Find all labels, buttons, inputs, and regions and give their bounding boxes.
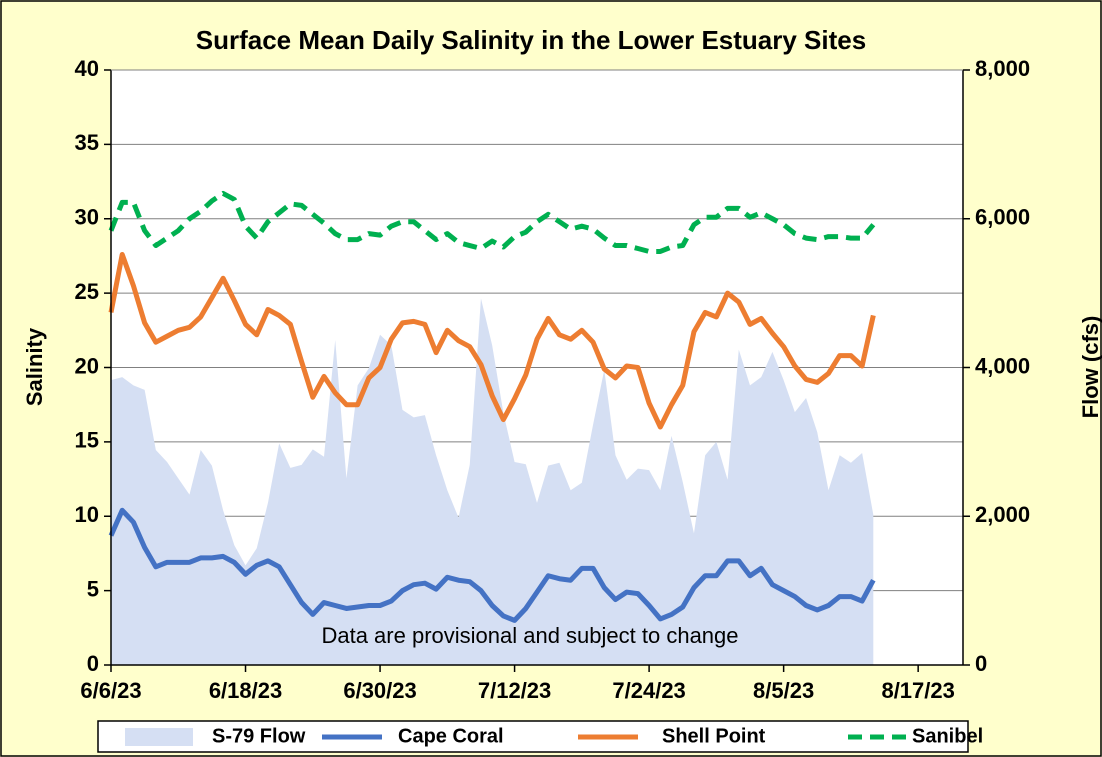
x-tick-label: 6/6/23 bbox=[80, 678, 141, 703]
chart-title: Surface Mean Daily Salinity in the Lower… bbox=[196, 25, 866, 55]
y-tick-label: 35 bbox=[75, 130, 99, 155]
y-tick-label: 10 bbox=[75, 502, 99, 527]
y-tick-label: 25 bbox=[75, 279, 99, 304]
y-tick-label: 20 bbox=[75, 353, 99, 378]
series-line bbox=[108, 190, 876, 254]
y2-tick-label: 2,000 bbox=[975, 502, 1030, 527]
flow-area bbox=[111, 298, 874, 665]
legend bbox=[97, 720, 969, 753]
y2-tick-label: 0 bbox=[975, 651, 987, 676]
annotation: Data are provisional and subject to chan… bbox=[321, 623, 738, 648]
y-axis-label: Salinity bbox=[22, 327, 47, 406]
legend-label: Shell Point bbox=[662, 725, 766, 747]
y-tick-label: 15 bbox=[75, 428, 99, 453]
x-tick-label: 6/30/23 bbox=[343, 678, 416, 703]
x-tick-label: 6/18/23 bbox=[209, 678, 282, 703]
x-tick-label: 7/24/23 bbox=[612, 678, 685, 703]
y-tick-label: 40 bbox=[75, 56, 99, 81]
legend-label: Sanibel bbox=[912, 725, 983, 747]
x-tick-label: 8/5/23 bbox=[753, 678, 814, 703]
y2-tick-label: 8,000 bbox=[975, 56, 1030, 81]
y-tick-label: 5 bbox=[87, 576, 99, 601]
series-line bbox=[108, 251, 876, 430]
legend-label: Cape Coral bbox=[398, 725, 504, 747]
legend-label: S-79 Flow bbox=[212, 725, 306, 747]
legend-swatch bbox=[125, 728, 193, 746]
y-tick-label: 0 bbox=[87, 651, 99, 676]
y2-axis-label: Flow (cfs) bbox=[1078, 316, 1102, 419]
x-tick-label: 7/12/23 bbox=[478, 678, 551, 703]
y-tick-label: 30 bbox=[75, 205, 99, 230]
x-tick-label: 8/17/23 bbox=[881, 678, 954, 703]
series-line bbox=[108, 507, 876, 623]
y2-tick-label: 4,000 bbox=[975, 353, 1030, 378]
y2-tick-label: 6,000 bbox=[975, 205, 1030, 230]
